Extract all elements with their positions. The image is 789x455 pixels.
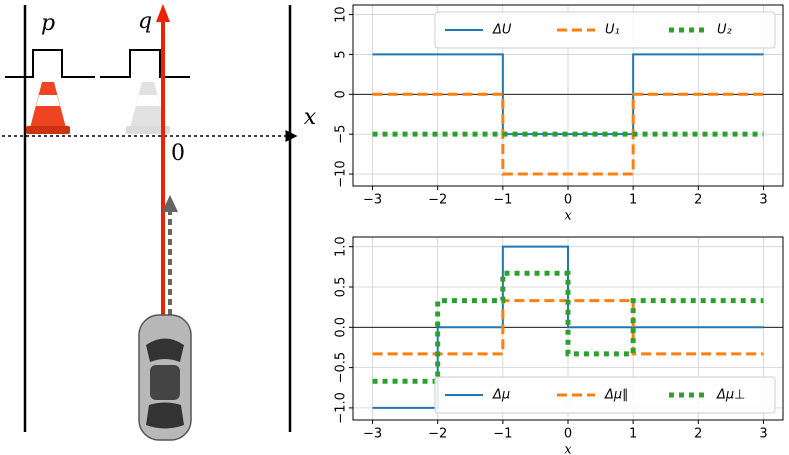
x-tick-label: 1 xyxy=(629,427,637,442)
y-tick-label: 1.0 xyxy=(334,236,349,257)
pulse-q xyxy=(100,49,190,78)
label: q xyxy=(138,9,152,34)
legend-label: Δμ∥ xyxy=(604,388,629,403)
y-tick-label: 0.5 xyxy=(334,277,349,298)
series-line xyxy=(372,53,764,136)
x-axis-label: x xyxy=(564,209,572,224)
legend-box xyxy=(434,11,776,49)
x-tick-label: 2 xyxy=(694,427,702,442)
x-tick-label: 3 xyxy=(759,193,767,208)
legend-label: Δμ⊥ xyxy=(716,388,746,403)
x-tick-label: −2 xyxy=(428,427,447,442)
plot-frame xyxy=(352,236,784,421)
legend-label: U₂ xyxy=(717,23,732,38)
series-line xyxy=(372,92,764,176)
y-tick-label: 0.0 xyxy=(334,317,349,338)
x-tick-label: 0 xyxy=(564,427,572,442)
legend-label: U₁ xyxy=(605,23,620,38)
y-tick-label: 0 xyxy=(334,90,349,98)
label: 0 xyxy=(171,141,185,166)
car xyxy=(138,314,192,441)
x-tick-label: −1 xyxy=(493,427,512,442)
plot-frame xyxy=(352,4,784,187)
x-tick-label: 3 xyxy=(759,427,767,442)
label: p xyxy=(41,11,55,36)
legend-label: Δμ xyxy=(492,388,510,403)
arrow-head xyxy=(162,195,178,212)
x-tick-label: 0 xyxy=(564,193,572,208)
y-tick-label: −5 xyxy=(334,125,349,144)
chart: −1.0 −0.5 0.0 0.5 1.0 −3 −2 −1 0 1 2 3 x Δμ Δμ∥ Δμ⊥ xyxy=(334,236,784,455)
legend-box xyxy=(434,376,776,414)
x-tick-label: −3 xyxy=(363,193,382,208)
x-tick-label: −3 xyxy=(363,427,382,442)
y-tick-label: 10 xyxy=(334,6,349,23)
x-tick-label: −1 xyxy=(493,193,512,208)
y-tick-label: −1.0 xyxy=(334,392,349,424)
x-tick-label: 2 xyxy=(694,193,702,208)
y-tick-label: 5 xyxy=(334,50,349,58)
series-line xyxy=(372,270,764,384)
road-diagram: p q x 0 xyxy=(2,4,317,441)
x-axis-label: x xyxy=(564,443,572,455)
x-tick-label: 1 xyxy=(629,193,637,208)
y-tick-label: −10 xyxy=(334,160,349,187)
x-tick-label: −2 xyxy=(428,193,447,208)
y-tick-label: −0.5 xyxy=(334,352,349,384)
arrow-head xyxy=(156,4,170,22)
cone-p xyxy=(26,82,70,134)
pulse-p xyxy=(5,49,95,78)
legend-label: ΔU xyxy=(492,23,512,38)
series-line xyxy=(372,299,764,356)
label: x xyxy=(304,105,317,130)
cone-q xyxy=(126,82,170,134)
